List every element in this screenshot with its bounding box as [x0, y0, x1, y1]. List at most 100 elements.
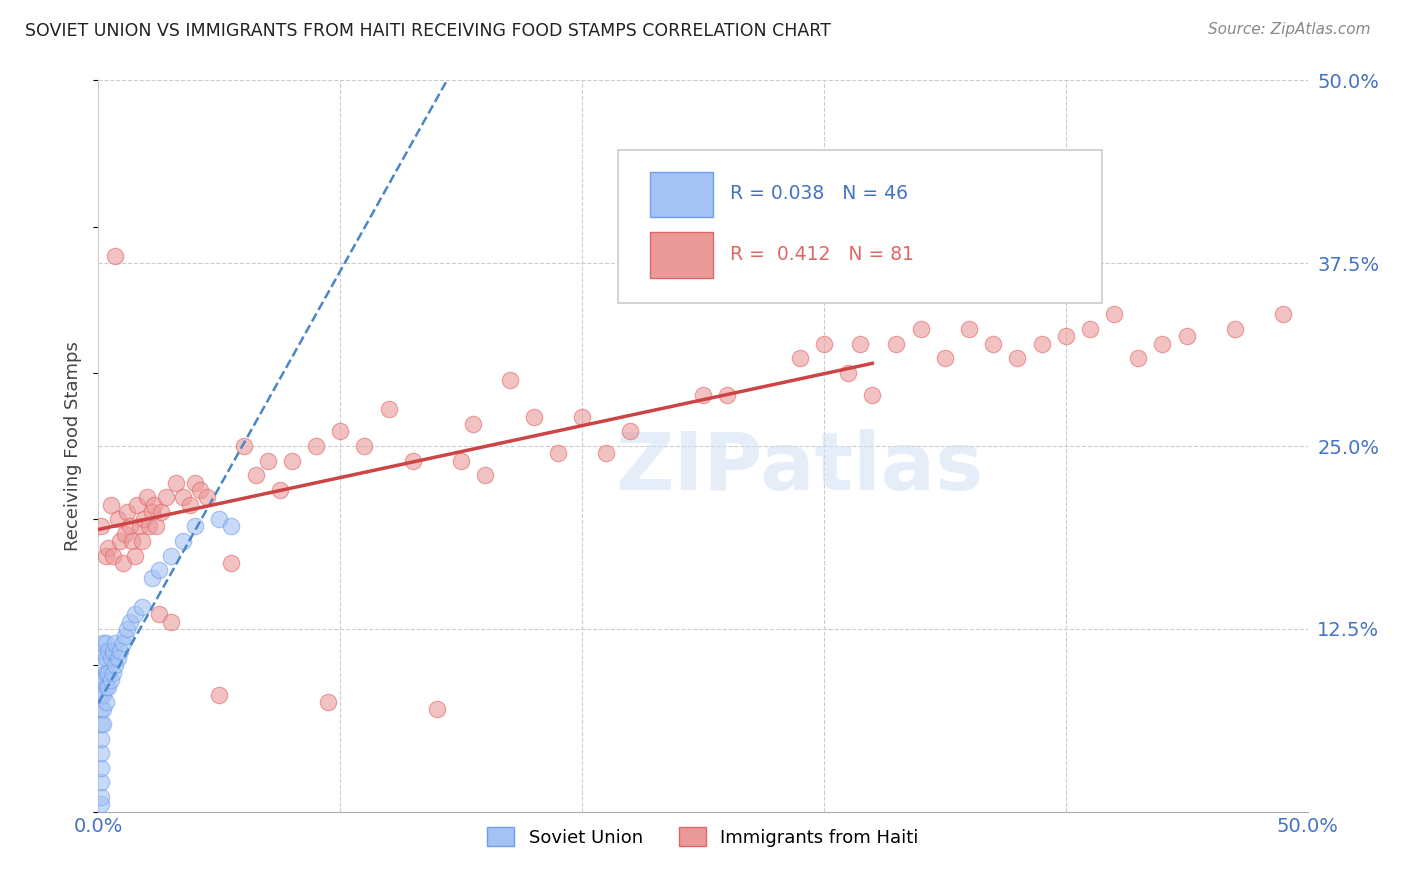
Point — [101, 549, 124, 563]
Point — [131, 599, 153, 614]
Point — [127, 498, 149, 512]
Point — [644, 256, 666, 270]
Point — [195, 490, 218, 504]
FancyBboxPatch shape — [650, 233, 713, 277]
Point — [104, 658, 127, 673]
Point — [90, 761, 112, 775]
Point — [107, 651, 129, 665]
Point — [860, 388, 883, 402]
Point — [619, 425, 641, 439]
Text: Source: ZipAtlas.com: Source: ZipAtlas.com — [1208, 22, 1371, 37]
Point — [184, 519, 207, 533]
Point — [160, 549, 183, 563]
Point — [1175, 329, 1198, 343]
Point — [114, 526, 136, 541]
Point — [97, 541, 120, 556]
Point — [124, 549, 146, 563]
FancyBboxPatch shape — [619, 150, 1102, 303]
Point — [90, 688, 112, 702]
Text: R = 0.038   N = 46: R = 0.038 N = 46 — [730, 184, 908, 203]
Point — [450, 453, 472, 467]
Point — [256, 453, 278, 467]
Point — [1102, 307, 1125, 321]
Point — [571, 409, 593, 424]
Point — [1007, 351, 1029, 366]
Point — [104, 249, 127, 263]
Point — [91, 636, 114, 650]
Point — [90, 717, 112, 731]
Point — [91, 673, 114, 687]
Point — [138, 519, 160, 533]
Point — [94, 695, 117, 709]
Point — [547, 446, 569, 460]
Point — [131, 534, 153, 549]
Point — [97, 665, 120, 680]
Point — [1128, 351, 1150, 366]
Point — [128, 519, 150, 533]
Point — [668, 205, 690, 219]
Point — [221, 556, 243, 570]
Point — [498, 373, 520, 387]
Point — [1031, 336, 1053, 351]
Point — [111, 636, 134, 650]
Point — [789, 351, 811, 366]
Point — [463, 417, 485, 431]
Point — [305, 439, 328, 453]
Point — [402, 453, 425, 467]
Point — [121, 534, 143, 549]
Point — [377, 402, 399, 417]
Point — [94, 681, 117, 695]
Point — [353, 439, 375, 453]
Point — [1272, 307, 1295, 321]
Point — [957, 322, 980, 336]
Point — [179, 498, 201, 512]
Point — [107, 512, 129, 526]
Point — [100, 673, 122, 687]
Point — [934, 351, 956, 366]
Point — [160, 615, 183, 629]
Point — [94, 636, 117, 650]
Point — [981, 336, 1004, 351]
Point — [1054, 329, 1077, 343]
Point — [134, 512, 156, 526]
FancyBboxPatch shape — [650, 171, 713, 217]
Point — [281, 453, 304, 467]
Text: R =  0.412   N = 81: R = 0.412 N = 81 — [730, 245, 914, 264]
Point — [91, 644, 114, 658]
Point — [886, 336, 908, 351]
Point — [117, 622, 139, 636]
Point — [1152, 336, 1174, 351]
Point — [316, 695, 339, 709]
Point — [145, 519, 167, 533]
Point — [172, 534, 194, 549]
Point — [740, 234, 762, 248]
Point — [90, 673, 112, 687]
Point — [245, 468, 267, 483]
Point — [765, 278, 787, 293]
Point — [111, 556, 134, 570]
Point — [692, 388, 714, 402]
Point — [114, 629, 136, 643]
Point — [813, 336, 835, 351]
Text: SOVIET UNION VS IMMIGRANTS FROM HAITI RECEIVING FOOD STAMPS CORRELATION CHART: SOVIET UNION VS IMMIGRANTS FROM HAITI RE… — [25, 22, 831, 40]
Point — [837, 366, 859, 380]
Point — [91, 688, 114, 702]
Point — [91, 658, 114, 673]
Point — [141, 571, 163, 585]
Point — [329, 425, 352, 439]
Point — [474, 468, 496, 483]
Point — [101, 665, 124, 680]
Point — [90, 775, 112, 789]
Point — [148, 607, 170, 622]
Point — [426, 702, 449, 716]
Point — [124, 607, 146, 622]
Point — [135, 490, 157, 504]
Point — [101, 644, 124, 658]
Point — [910, 322, 932, 336]
Point — [1223, 322, 1246, 336]
Point — [118, 519, 141, 533]
Point — [90, 797, 112, 812]
Point — [208, 688, 231, 702]
Point — [141, 505, 163, 519]
Point — [94, 549, 117, 563]
